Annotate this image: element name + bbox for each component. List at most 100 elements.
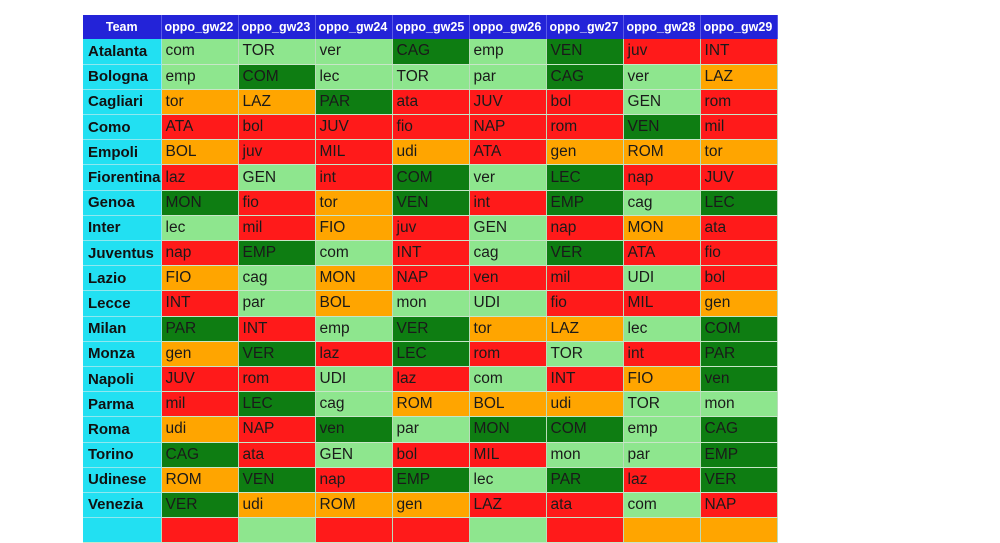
opponent-cell: laz [161,164,239,191]
opponent-cell: cag [469,240,547,267]
table-row: Udinese ROM VEN nap EMP lec PAR laz VER [83,467,778,493]
opponent-cell: LAZ [546,316,624,342]
opponent-cell: bol [546,89,624,116]
cutoff-cell [238,517,316,543]
opponent-cell: mil [161,391,239,418]
column-header-team: Team [83,15,162,39]
opponent-cell: int [623,341,701,367]
table-row: Empoli BOL juv MIL udi ATA gen ROM tor [83,139,778,166]
opponent-cell: ata [392,89,470,116]
opponent-cell: par [469,64,547,90]
opponent-cell: COM [392,164,470,191]
opponent-cell: TOR [392,64,470,90]
opponent-cell: EMP [700,442,778,468]
table-row: Napoli JUV rom UDI laz com INT FIO ven [83,366,778,393]
column-header-gw26: oppo_gw26 [469,15,547,39]
opponent-cell: ATA [469,139,547,166]
cutoff-cell [469,517,547,543]
cutoff-row [83,517,778,543]
opponent-cell: juv [623,39,701,65]
opponent-cell: TOR [546,341,624,367]
opponent-cell: rom [469,341,547,367]
column-header-gw28: oppo_gw28 [623,15,701,39]
opponent-cell: ROM [315,492,393,519]
opponent-cell: cag [315,391,393,418]
team-name-cell: Atalanta [83,39,162,65]
opponent-cell: VER [700,467,778,493]
opponent-cell: mil [700,114,778,141]
opponent-cell: int [315,164,393,191]
opponent-cell: INT [546,366,624,393]
opponent-cell: LAZ [238,89,316,116]
opponent-cell: ver [469,164,547,191]
opponent-cell: FIO [315,215,393,242]
team-name-cell: Como [83,114,162,141]
opponent-cell: mon [700,391,778,418]
opponent-cell: bol [700,265,778,292]
opponent-cell: gen [392,492,470,519]
team-name-cell: Monza [83,341,162,367]
opponent-cell: LEC [392,341,470,367]
opponent-cell: par [392,416,470,443]
opponent-cell: INT [700,39,778,65]
table-row: Roma udi NAP ven par MON COM emp CAG [83,416,778,443]
opponent-cell: par [623,442,701,468]
opponent-cell: rom [238,366,316,393]
opponent-cell: PAR [700,341,778,367]
opponent-cell: juv [238,139,316,166]
opponent-cell: ata [238,442,316,468]
cutoff-cell [315,517,393,543]
opponent-cell: ATA [623,240,701,267]
opponent-cell: laz [315,341,393,367]
table-row: Genoa MON fio tor VEN int EMP cag LEC [83,190,778,216]
opponent-cell: ver [315,39,393,65]
opponent-cell: fio [700,240,778,267]
opponent-cell: VEN [392,190,470,216]
opponent-cell: FIO [623,366,701,393]
opponent-cell: INT [392,240,470,267]
opponent-cell: UDI [623,265,701,292]
opponent-cell: NAP [238,416,316,443]
table-row: Fiorentina laz GEN int COM ver LEC nap JUV [83,164,778,191]
opponent-cell: EMP [546,190,624,216]
opponent-cell: NAP [469,114,547,141]
opponent-cell: NAP [700,492,778,519]
opponent-cell: TOR [238,39,316,65]
opponent-cell: ROM [392,391,470,418]
opponent-cell: ata [700,215,778,242]
opponent-cell: LAZ [700,64,778,90]
opponent-cell: tor [161,89,239,116]
opponent-cell: BOL [161,139,239,166]
opponent-cell: emp [469,39,547,65]
opponent-cell: ROM [623,139,701,166]
table-row: Atalanta com TOR ver CAG emp VEN juv INT [83,39,778,65]
table-row: Bologna emp COM lec TOR par CAG ver LAZ [83,64,778,90]
opponent-cell: emp [315,316,393,342]
opponent-cell: COM [546,416,624,443]
opponent-cell: MON [161,190,239,216]
opponent-cell: lec [315,64,393,90]
opponent-cell: laz [623,467,701,493]
opponent-cell: VEN [546,39,624,65]
opponent-cell: MIL [469,442,547,468]
opponent-cell: LEC [546,164,624,191]
opponent-cell: udi [392,139,470,166]
opponent-cell: JUV [469,89,547,116]
opponent-cell: VEN [238,467,316,493]
team-name-cell: Inter [83,215,162,242]
opponent-cell: EMP [392,467,470,493]
opponent-cell: nap [546,215,624,242]
opponent-cell: ROM [161,467,239,493]
opponent-cell: lec [161,215,239,242]
opponent-cell: nap [315,467,393,493]
team-name-cell: Cagliari [83,89,162,116]
table-row: Lazio FIO cag MON NAP ven mil UDI bol [83,265,778,292]
opponent-cell: cag [623,190,701,216]
column-header-gw23: oppo_gw23 [238,15,316,39]
opponent-cell: CAG [161,442,239,468]
table-body: Atalanta com TOR ver CAG emp VEN juv INT Bologna e… [83,39,778,543]
opponent-cell: GEN [623,89,701,116]
cutoff-cell [83,517,162,543]
opponent-cell: juv [392,215,470,242]
opponent-cell: PAR [546,467,624,493]
